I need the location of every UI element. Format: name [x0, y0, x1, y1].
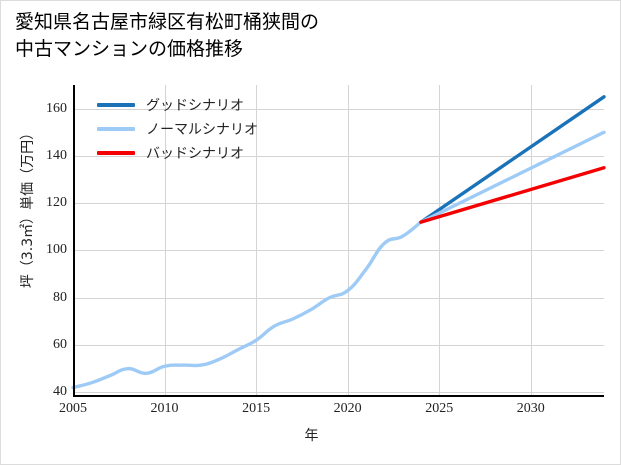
legend-item[interactable]: ノーマルシナリオ [97, 117, 307, 141]
gridline-horizontal [73, 155, 604, 157]
legend-item[interactable]: グッドシナリオ [97, 93, 307, 117]
series-lines [71, 95, 606, 390]
gridline-vertical [439, 85, 441, 397]
x-axis-tick-label: 2020 [333, 401, 362, 416]
series-line [419, 95, 606, 224]
y-axis-tick-labels: 40 60 80 100 120 140 160 [19, 85, 67, 400]
gridline-vertical [256, 85, 258, 397]
series-line [419, 166, 606, 224]
legend-color-swatch [97, 151, 135, 155]
legend-item[interactable]: バッドシナリオ [97, 141, 307, 165]
legend-item-label: グッドシナリオ [146, 98, 244, 114]
gridline-horizontal [73, 250, 604, 252]
legend-item-label: ノーマルシナリオ [146, 122, 258, 138]
series-line [71, 220, 423, 390]
y-axis-tick-label: 40 [53, 384, 67, 400]
gridline-vertical [347, 85, 349, 397]
gridline-horizontal [73, 108, 604, 110]
x-axis-tick-label: 2025 [425, 401, 454, 416]
chart-legend: グッドシナリオ ノーマルシナリオ バッドシナリオ [97, 93, 307, 165]
y-axis-tick-label: 60 [53, 337, 67, 352]
gridline-horizontal [73, 297, 604, 299]
x-axis-label: 年 [304, 428, 319, 444]
y-axis-label: 坪（3.3㎡）単価（万円） [20, 125, 36, 289]
legend-item-label: バッドシナリオ [146, 146, 244, 162]
legend-color-swatch [97, 127, 135, 131]
gridline-horizontal [73, 203, 604, 205]
gridline-vertical [164, 85, 166, 397]
x-axis-tick-label: 2015 [242, 401, 271, 416]
page-title: 愛知県名古屋市緑区有松町桶狭間の 中古マンションの価格推移 [15, 11, 320, 60]
y-axis-tick-label: 140 [46, 147, 67, 163]
y-axis-tick-label: 160 [46, 100, 67, 116]
y-axis-tick-label: 80 [53, 289, 67, 305]
gridline-horizontal [73, 345, 604, 346]
x-axis-tick-labels: 2005 2010 2015 2020 2025 2030 [59, 401, 604, 421]
y-axis-tick-label: 100 [46, 242, 67, 258]
gridline-horizontal [73, 392, 604, 394]
x-axis-tick-label: 2010 [150, 401, 179, 416]
series-line [419, 130, 606, 224]
gridline-vertical [530, 85, 532, 397]
y-axis-tick-label: 120 [46, 195, 67, 211]
legend-color-swatch [97, 103, 135, 107]
x-axis-tick-label: 2005 [59, 401, 87, 416]
x-axis-tick-label: 2030 [516, 401, 545, 416]
